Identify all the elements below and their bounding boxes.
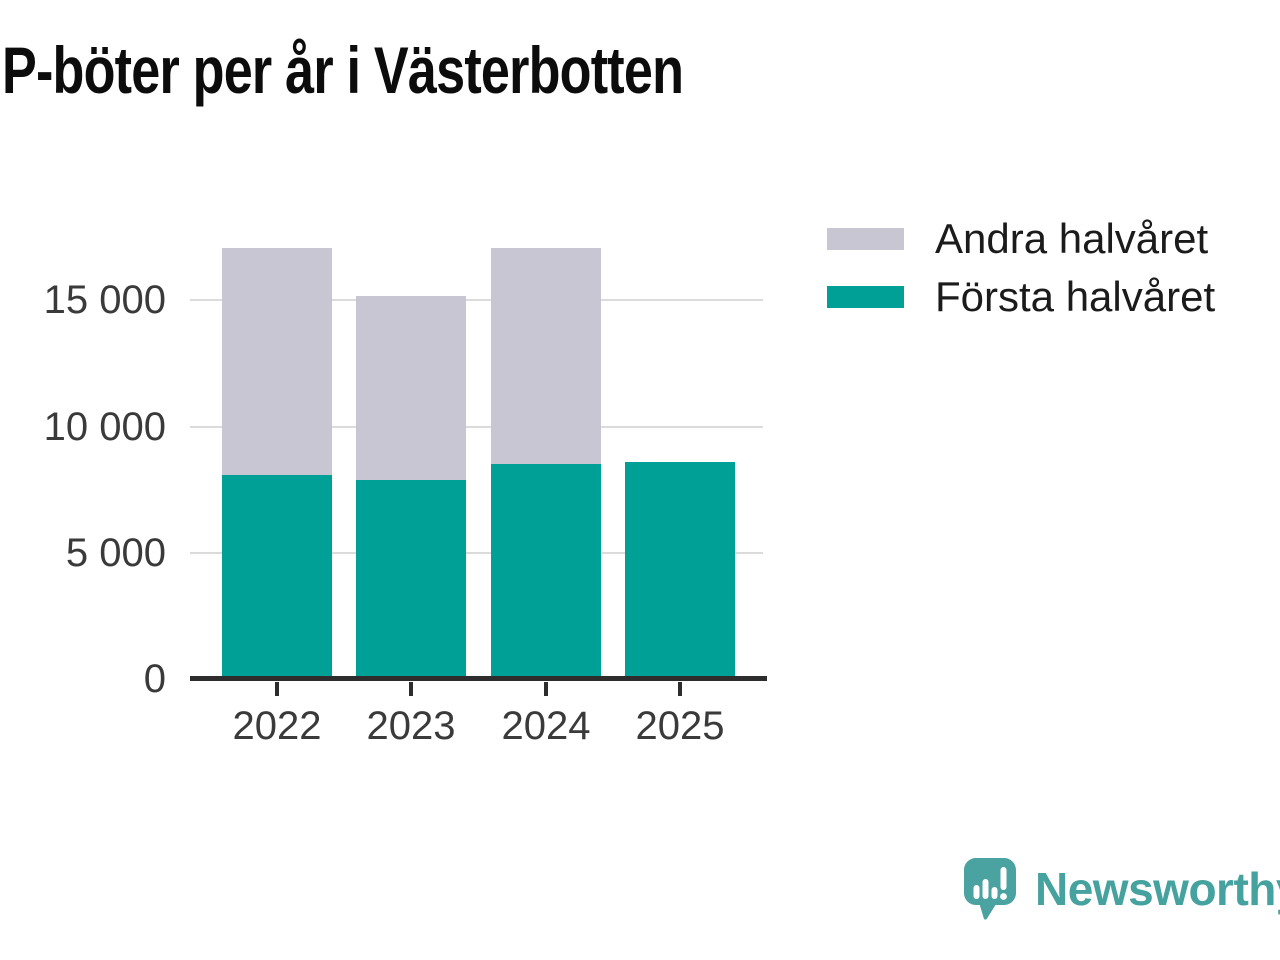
bar-2023-första-halvåret — [356, 480, 466, 679]
x-label-2023: 2023 — [366, 704, 456, 748]
bar-2025-första-halvåret — [625, 462, 735, 679]
gridline-5000 — [190, 551, 763, 554]
x-label-2025: 2025 — [635, 704, 725, 748]
y-label-0: 0 — [143, 657, 166, 701]
x-axis-line — [190, 676, 767, 681]
legend-item-första-halvåret: Första halvåret — [827, 268, 1215, 326]
x-label-2024: 2024 — [501, 704, 591, 748]
legend-label: Första halvåret — [935, 273, 1216, 320]
x-tick-2024 — [544, 682, 548, 696]
gridline-10000 — [190, 425, 763, 428]
newsworthy-logo: Newsworthy — [963, 856, 1280, 922]
bar-2022-första-halvåret — [222, 475, 332, 679]
chart-title: P-böter per år i Västerbotten — [2, 33, 684, 107]
newsworthy-logo-icon — [964, 858, 1016, 920]
legend-item-andra-halvåret: Andra halvåret — [827, 210, 1215, 268]
gridline-15000 — [190, 299, 763, 302]
x-tick-2025 — [678, 682, 682, 696]
legend-swatch — [827, 228, 904, 250]
legend: Andra halvåret Första halvåret — [827, 210, 1215, 326]
bar-2024-första-halvåret — [491, 464, 601, 679]
bar-2023-andra-halvåret — [356, 296, 466, 480]
bar-2024-andra-halvåret — [491, 248, 601, 464]
plot-area: 2022 2023 2024 2025 — [190, 230, 767, 748]
bar-2022-andra-halvåret — [222, 248, 332, 475]
newsworthy-logo-text: Newsworthy — [1035, 863, 1280, 915]
x-label-2022: 2022 — [232, 704, 322, 748]
y-label-15000: 15 000 — [43, 278, 166, 323]
y-label-10000: 10 000 — [43, 404, 166, 449]
legend-label: Andra halvåret — [935, 215, 1209, 262]
x-tick-2022 — [275, 682, 279, 696]
legend-swatch — [827, 286, 904, 308]
y-label-5000: 5 000 — [65, 530, 166, 575]
x-tick-2023 — [409, 682, 413, 696]
